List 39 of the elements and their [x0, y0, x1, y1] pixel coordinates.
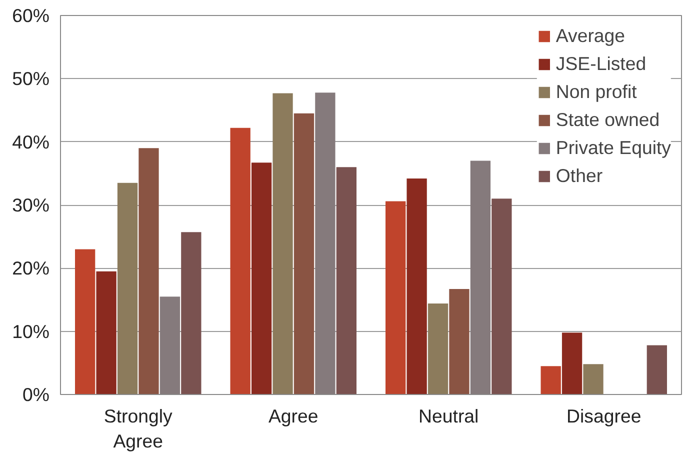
bar	[336, 167, 356, 394]
y-tick-label: 50%	[12, 68, 50, 90]
x-tick-label: Agree	[268, 406, 318, 426]
bar	[646, 345, 667, 394]
bar	[251, 162, 272, 394]
bar	[470, 160, 491, 394]
bar	[138, 148, 159, 394]
bar	[562, 332, 582, 394]
bar	[449, 289, 470, 394]
bar	[492, 198, 512, 394]
bar	[386, 201, 406, 394]
y-tick-label: 60%	[12, 5, 50, 26]
bar	[272, 93, 293, 394]
x-tick-label: Neutral	[418, 406, 479, 426]
y-tick-label: 20%	[12, 258, 50, 279]
bar	[160, 296, 180, 394]
bar	[294, 113, 314, 394]
y-tick-label: 0%	[22, 384, 50, 405]
bar	[117, 182, 138, 394]
legend-label: JSE-Listed	[556, 53, 646, 75]
bar	[406, 178, 427, 394]
bar	[583, 364, 604, 394]
legend-label: Non profit	[556, 81, 637, 103]
bar	[230, 128, 250, 394]
bar	[96, 271, 116, 394]
y-tick-label: 40%	[12, 131, 50, 152]
legend-label: Private Equity	[556, 137, 671, 159]
x-tick-label: Disagree	[566, 406, 642, 426]
legend-label: State owned	[556, 109, 660, 131]
bar	[181, 232, 202, 394]
legend-label: Other	[556, 165, 603, 187]
legend-label: Average	[556, 25, 626, 47]
y-tick-label: 10%	[12, 320, 50, 342]
bar	[428, 304, 448, 394]
bar	[75, 249, 96, 394]
x-tick-label: Strongly Agree	[104, 406, 174, 452]
bar	[540, 366, 561, 394]
y-tick-label: 30%	[12, 194, 50, 216]
bar	[315, 92, 336, 394]
